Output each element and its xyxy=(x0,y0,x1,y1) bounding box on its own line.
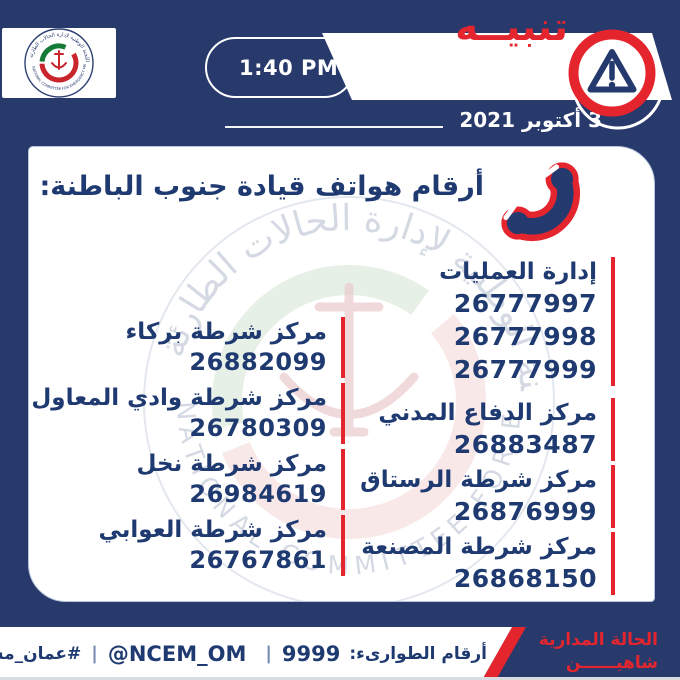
phone-list-right-column: إدارة العمليات 26777997 26777998 2677799… xyxy=(360,257,615,595)
station-name: مركز شرطة المصنعة xyxy=(361,534,597,560)
phone-number: 26777999 xyxy=(453,355,597,384)
bottom-edge-strip xyxy=(0,677,680,680)
station-name: مركز شرطة الرستاق xyxy=(360,467,597,493)
ncem-logo-box: اللجنة الوطنية لإدارة الحالات الطارئة NA… xyxy=(2,27,116,98)
emergency-number: 9999 xyxy=(281,641,341,666)
station-name: مركز شرطة بركاء xyxy=(125,319,328,345)
warning-triangle-icon xyxy=(568,29,665,130)
phone-number: 26883487 xyxy=(453,430,597,459)
emergency-numbers-label: أرقام الطوارىء: xyxy=(349,643,487,664)
station-name: إدارة العمليات xyxy=(439,259,597,285)
phone-receiver-icon xyxy=(501,162,581,242)
footer-banner: أرقام الطوارىء: 9999 | @NCEM_OM | #عمان_… xyxy=(0,627,512,680)
ncem-seal-icon: اللجنة الوطنية لإدارة الحالات الطارئة NA… xyxy=(23,27,94,98)
separator: | xyxy=(91,643,98,664)
twitter-handle[interactable]: @NCEM_OM xyxy=(107,641,247,666)
station-name: مركز شرطة نخل xyxy=(136,451,327,477)
card-title: أرقام هواتف قيادة جنوب الباطنة: xyxy=(39,171,484,202)
list-item: مركز الدفاع المدني 26883487 xyxy=(360,398,615,461)
phone-number: 26868150 xyxy=(453,564,597,593)
date-label: 3 أكتوبر 2021 xyxy=(459,108,602,132)
phone-number: 26780309 xyxy=(189,414,327,442)
list-item: إدارة العمليات 26777997 26777998 2677799… xyxy=(360,257,615,386)
status-line-1: الحالة المدارية xyxy=(538,630,658,650)
alert-title: تنبيــه xyxy=(455,5,568,50)
time-pill: 1:40 PM xyxy=(205,37,355,98)
hashtag[interactable]: #عمان_مستعدة xyxy=(0,643,82,664)
list-item: مركز شرطة وادي المعاول 26780309 xyxy=(31,383,345,444)
phone-number: 26984619 xyxy=(189,480,327,508)
list-item: مركز شرطة العوابي 26767861 xyxy=(31,515,345,576)
separator: | xyxy=(265,643,272,664)
phone-list-left-column: مركز شرطة بركاء 26882099 مركز شرطة وادي … xyxy=(31,317,345,576)
status-line-2: شاهيــــــن xyxy=(566,653,658,673)
list-item: مركز شرطة المصنعة 26868150 xyxy=(360,532,615,595)
phone-number: 26876999 xyxy=(453,497,597,526)
time-label: 1:40 PM xyxy=(239,55,339,80)
date-underline xyxy=(225,126,443,128)
station-name: مركز الدفاع المدني xyxy=(378,400,597,426)
list-item: مركز شرطة الرستاق 26876999 xyxy=(360,465,615,528)
list-item: مركز شرطة نخل 26984619 xyxy=(31,449,345,510)
phone-numbers-card: اللجنة الوطنية لإدارة الحالات الطارئة NA… xyxy=(28,146,655,602)
phone-number: 26777998 xyxy=(453,322,597,351)
phone-number: 26882099 xyxy=(189,348,327,376)
station-name: مركز شرطة وادي المعاول xyxy=(31,385,327,411)
phone-number: 26767861 xyxy=(189,546,327,574)
list-item: مركز شرطة بركاء 26882099 xyxy=(31,317,345,378)
phone-number: 26777997 xyxy=(453,289,597,318)
station-name: مركز شرطة العوابي xyxy=(98,517,328,543)
cyclone-status: الحالة المدارية شاهيــــــن xyxy=(539,629,658,675)
